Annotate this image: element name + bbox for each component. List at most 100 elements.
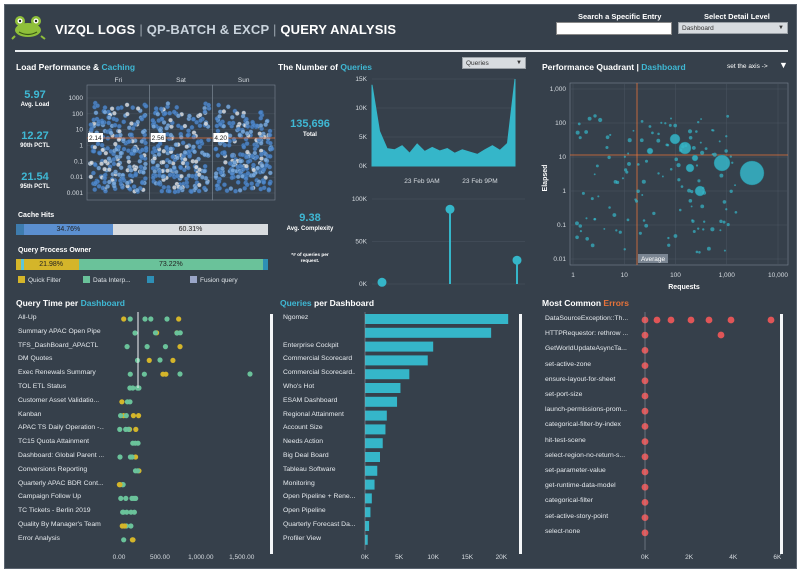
load-point — [258, 110, 263, 115]
error-point — [667, 316, 675, 324]
query-time-point — [130, 537, 136, 543]
load-point — [189, 189, 194, 194]
quadrant-point — [627, 161, 631, 166]
load-point — [132, 166, 138, 172]
load-point — [174, 155, 180, 161]
error-point — [687, 316, 695, 324]
load-point — [106, 120, 112, 126]
qpd-bar — [365, 341, 434, 352]
errors-scrollbar[interactable] — [780, 314, 783, 554]
y-tick-label: 50K — [355, 239, 367, 246]
load-point — [261, 180, 267, 185]
query-time-point — [127, 316, 133, 322]
area-series — [371, 78, 516, 167]
quadrant-point — [719, 229, 722, 232]
errors-title-a: Most Common — [542, 298, 602, 308]
day-avg-label: 2.56 — [152, 135, 165, 142]
load-point — [152, 169, 158, 174]
query-time-row-label: Conversions Reporting — [18, 465, 88, 473]
load-point — [258, 140, 264, 146]
qpd-title-a: Queries — [280, 298, 312, 308]
query-time-point — [133, 426, 139, 432]
load-point — [139, 180, 145, 186]
load-point — [113, 169, 118, 175]
y-tick-label: 100K — [352, 196, 368, 203]
load-point — [139, 154, 144, 160]
quadrant-point — [618, 230, 622, 234]
query-time-point — [121, 316, 127, 322]
load-point — [173, 142, 179, 147]
load-point — [100, 119, 105, 125]
y-tick-label: 100 — [555, 120, 566, 127]
y-tick-label: 1,000 — [550, 86, 567, 93]
load-point — [172, 189, 178, 195]
frog-logo-icon — [11, 16, 46, 40]
quadrant-point — [699, 141, 702, 144]
quadrant-point — [729, 155, 732, 158]
load-point — [221, 109, 227, 114]
load-point — [120, 176, 126, 181]
load-metric-value: 5.97 — [24, 89, 46, 101]
quadrant-bubble — [669, 133, 681, 145]
quadrant-point — [636, 189, 640, 193]
error-point — [727, 316, 735, 324]
load-point — [213, 146, 219, 152]
load-point — [116, 123, 122, 129]
quadrant-point — [587, 116, 592, 121]
load-point — [266, 187, 272, 192]
y-tick-label: 0.1 — [74, 158, 83, 165]
qpd-row-label: Account Size — [283, 424, 323, 432]
query-time-title: Query Time per Dashboard — [16, 298, 125, 308]
header: VIZQL LOGS | QP-BATCH & EXCP | QUERY ANA… — [5, 5, 796, 51]
quadrant-point — [625, 170, 629, 174]
load-point — [194, 119, 199, 125]
load-point — [197, 144, 202, 150]
load-point — [143, 103, 149, 109]
load-point — [227, 133, 233, 139]
day-label: Sat — [176, 77, 186, 84]
qpd-scrollbar[interactable] — [519, 314, 522, 554]
load-point — [96, 183, 102, 189]
error-row-label: set-active-zone — [545, 360, 592, 368]
load-point — [267, 140, 273, 146]
load-point — [126, 148, 131, 154]
load-point — [240, 113, 246, 119]
quadrant-bubble — [713, 154, 731, 172]
load-point — [238, 170, 243, 176]
page-title: VIZQL LOGS | QP-BATCH & EXCP | QUERY ANA… — [55, 22, 396, 37]
quadrant-point — [641, 179, 646, 184]
search-input[interactable] — [556, 22, 672, 35]
query-time-point — [124, 399, 131, 405]
quadrant-title-separator: | — [636, 62, 639, 72]
y-tick-label: 0.1 — [557, 222, 566, 229]
x-tick-label: 1,000 — [719, 272, 736, 279]
header-divider — [15, 50, 788, 52]
query-time-scrollbar[interactable] — [270, 314, 273, 554]
quadrant-point — [615, 229, 618, 232]
quadrant-point — [598, 117, 603, 123]
filter-funnel-icon[interactable]: ▼ — [779, 60, 788, 70]
quadrant-bubble — [694, 185, 706, 197]
load-point — [237, 132, 243, 138]
set-axis-link[interactable]: set the axis -> — [727, 63, 768, 70]
x-tick-label: 23 Feb 9PM — [462, 178, 497, 185]
query-time-row-label: TC Tickets - Berlin 2019 — [18, 507, 91, 515]
load-point — [251, 162, 256, 168]
chevron-down-icon: ▼ — [778, 25, 784, 31]
load-performance-title-a: Load Performance & — [16, 62, 100, 72]
x-tick-label: 500.00 — [150, 554, 170, 561]
quadrant-point — [612, 213, 617, 217]
query-time-point — [170, 357, 176, 363]
y-axis-label: Elapsed — [542, 165, 549, 192]
quadrant-point — [623, 155, 626, 158]
queries-measure-select[interactable]: Queries ▼ — [462, 57, 526, 69]
load-point — [99, 161, 104, 167]
x-tick-label: 20K — [496, 554, 508, 561]
load-point — [245, 171, 251, 176]
quadrant-point — [674, 157, 679, 162]
cache-hits-title: Cache Hits — [18, 212, 55, 219]
query-time-point — [123, 426, 129, 432]
detail-level-select[interactable]: Dashboard ▼ — [678, 22, 788, 34]
quadrant-point — [590, 197, 594, 201]
load-point — [131, 184, 137, 189]
